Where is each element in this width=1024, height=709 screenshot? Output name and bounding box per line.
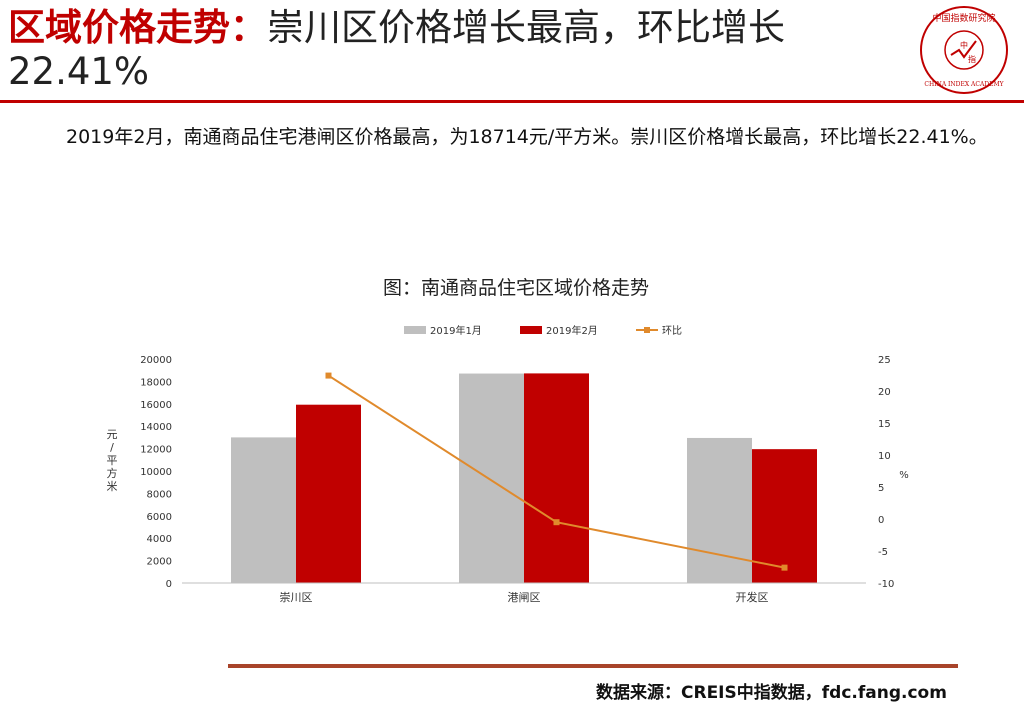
legend-label: 2019年1月: [430, 324, 482, 337]
legend-label: 2019年2月: [546, 324, 598, 337]
region-price-chart: 图：南通商品住宅区域价格走势 2019年1月 2019年2月 环比 0 2000 400…: [107, 277, 909, 604]
bar-feb: [524, 373, 589, 583]
svg-text:CHINA INDEX ACADEMY: CHINA INDEX ACADEMY: [924, 81, 1004, 88]
right-tick-label: -10: [878, 579, 894, 590]
left-tick-label: 16000: [140, 400, 172, 411]
chart-bars: [231, 373, 817, 583]
chart-legend: 2019年1月 2019年2月 环比: [404, 324, 682, 337]
legend-swatch-marker: [644, 327, 650, 333]
left-axis-label-char: 方: [107, 466, 118, 480]
summary-paragraph: 2019年2月，南通商品住宅港闸区价格最高，为18714元/平方米。崇川区价格增…: [66, 126, 988, 148]
left-axis-label-char: 米: [107, 480, 118, 493]
footer-divider: [228, 664, 958, 668]
title-divider: [0, 100, 1024, 103]
right-tick-label: 0: [878, 515, 884, 526]
left-tick-label: 20000: [140, 355, 172, 366]
right-tick-label: 5: [878, 483, 884, 494]
right-axis-ticks: -10 -5 0 5 10 15 20 25: [878, 355, 894, 590]
right-tick-label: 10: [878, 451, 891, 462]
left-axis-label-char: 平: [107, 454, 118, 467]
left-tick-label: 14000: [140, 422, 172, 433]
china-index-academy-seal-icon: 中 指 中国指数研究院 CHINA INDEX ACADEMY: [920, 6, 1008, 94]
left-tick-label: 10000: [140, 467, 172, 478]
legend-swatch: [520, 326, 542, 334]
bar-feb: [296, 404, 361, 583]
bar-feb: [752, 449, 817, 583]
left-tick-label: 12000: [140, 445, 172, 456]
page-title: 区域价格走势：崇川区价格增长最高，环比增长22.41%: [8, 6, 908, 94]
svg-text:中国指数研究院: 中国指数研究院: [932, 12, 995, 24]
bar-jan: [231, 437, 296, 583]
x-tick-label: 开发区: [736, 590, 769, 604]
right-tick-label: 25: [878, 355, 891, 366]
chart-title: 图：南通商品住宅区域价格走势: [383, 277, 649, 299]
bar-jan: [687, 437, 752, 583]
svg-text:中: 中: [960, 40, 968, 50]
mom-point: [781, 564, 788, 571]
left-axis-ticks: 0 2000 4000 6000 8000 10000 12000 14000 16000 180…: [140, 355, 172, 590]
left-tick-label: 2000: [147, 557, 172, 568]
page-title-rest: 崇川区价格增长最高，环比增长22.41%: [8, 6, 785, 93]
legend-swatch: [404, 326, 426, 334]
x-tick-label: 崇川区: [280, 591, 313, 604]
left-tick-label: 0: [166, 579, 172, 590]
mom-line-series: [325, 372, 788, 571]
right-tick-label: 15: [878, 419, 891, 430]
left-axis-label: 元/平方米: [107, 428, 118, 493]
left-axis-label-char: /: [110, 441, 114, 454]
left-tick-label: 18000: [140, 377, 172, 388]
x-axis-ticks: 崇川区 港闸区 开发区: [280, 590, 769, 604]
left-tick-label: 8000: [147, 489, 172, 500]
left-tick-label: 6000: [147, 512, 172, 523]
right-tick-label: -5: [878, 547, 888, 558]
bar-jan: [459, 373, 524, 583]
mom-point: [553, 519, 560, 526]
mom-point: [325, 372, 332, 379]
right-axis-label: %: [899, 470, 909, 481]
svg-text:指: 指: [968, 54, 976, 64]
left-tick-label: 4000: [147, 534, 172, 545]
page-title-emphasis: 区域价格走势：: [8, 6, 267, 49]
legend-label: 环比: [662, 325, 682, 337]
left-axis-label-char: 元: [107, 428, 118, 441]
right-tick-label: 20: [878, 387, 891, 398]
x-tick-label: 港闸区: [508, 591, 541, 604]
data-source: 数据来源：CREIS中指数据，fdc.fang.com: [596, 683, 947, 703]
